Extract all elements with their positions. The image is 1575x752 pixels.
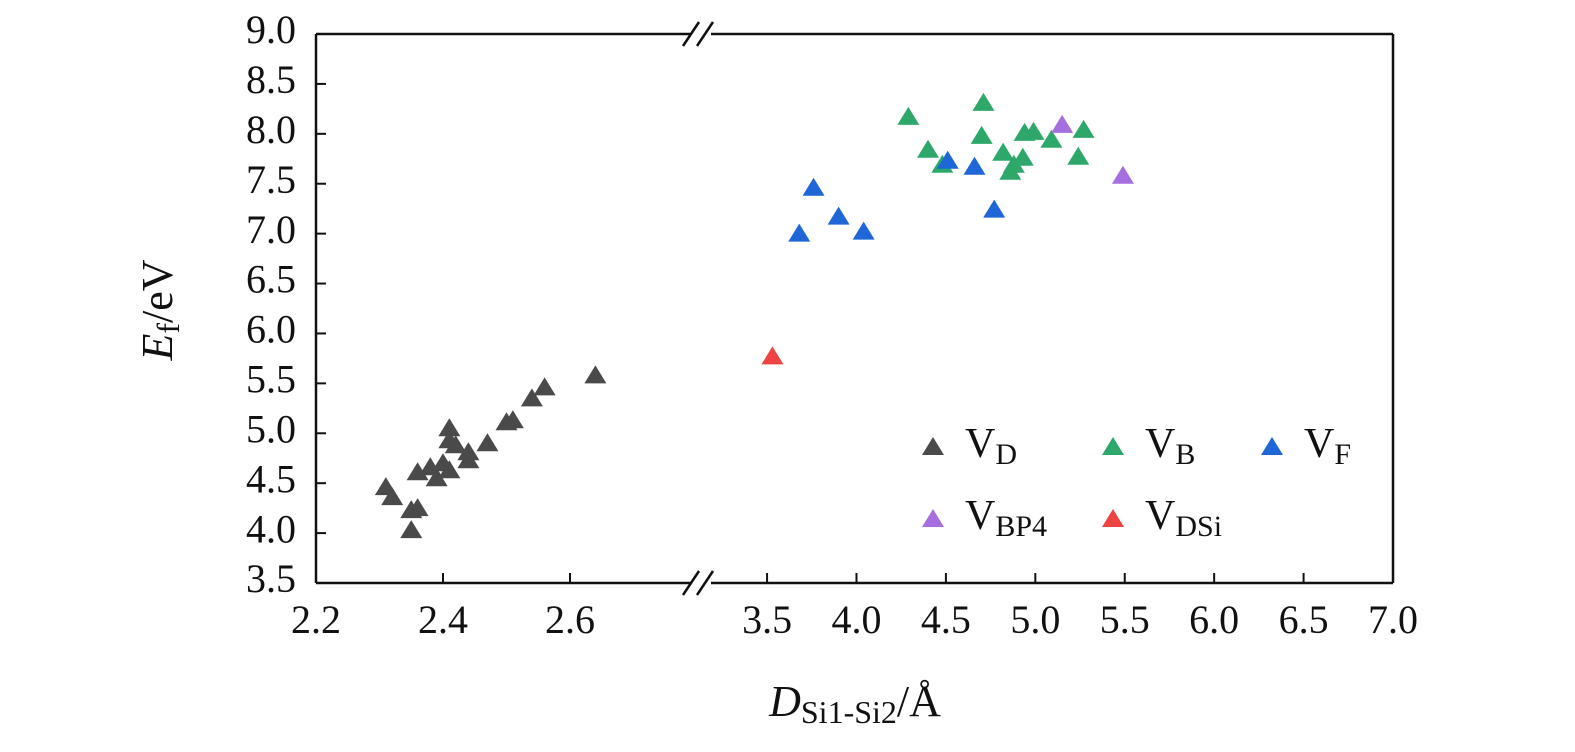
legend-name: V bbox=[965, 421, 995, 467]
y-tick-label: 7.5 bbox=[246, 157, 296, 202]
legend-marker bbox=[1261, 437, 1283, 455]
legend-subscript: DSi bbox=[1175, 510, 1222, 543]
data-point bbox=[438, 418, 461, 437]
legend-subscript: F bbox=[1334, 438, 1351, 471]
data-point bbox=[1051, 114, 1074, 133]
data-point bbox=[381, 487, 404, 506]
data-point bbox=[1111, 165, 1134, 184]
data-point bbox=[761, 346, 784, 365]
legend-marker bbox=[922, 437, 944, 455]
x-label-unit: /Å bbox=[897, 677, 941, 726]
y-tick-label: 4.5 bbox=[246, 456, 296, 501]
data-point bbox=[406, 498, 429, 517]
data-point bbox=[1072, 119, 1095, 138]
legend-name: V bbox=[1304, 421, 1334, 467]
data-point bbox=[788, 223, 811, 242]
data-point bbox=[972, 92, 995, 111]
y-tick-label: 3.5 bbox=[246, 556, 296, 601]
data-point bbox=[584, 365, 607, 384]
legend-subscript: BP4 bbox=[995, 510, 1047, 543]
legend-label: VBP4 bbox=[965, 493, 1047, 543]
y-tick-label: 8.5 bbox=[246, 57, 296, 102]
x-tick-label: 4.5 bbox=[921, 597, 971, 642]
legend-subscript: B bbox=[1175, 438, 1195, 471]
data-point bbox=[1022, 121, 1045, 140]
legend-name: V bbox=[965, 493, 995, 539]
x-tick-label: 7.0 bbox=[1368, 597, 1418, 642]
axes-frame bbox=[314, 21, 1395, 596]
x-axis-label: DSi1-Si2/Å bbox=[768, 677, 941, 730]
x-tick-label: 5.5 bbox=[1100, 597, 1150, 642]
data-point bbox=[992, 142, 1015, 161]
x-tick-label: 3.5 bbox=[742, 597, 792, 642]
y-tick-label: 5.5 bbox=[246, 357, 296, 402]
data-point bbox=[897, 106, 920, 125]
legend-name: V bbox=[1145, 421, 1175, 467]
data-point bbox=[425, 468, 448, 487]
data-point bbox=[983, 199, 1006, 218]
data-point bbox=[1011, 147, 1034, 166]
data-point bbox=[917, 139, 940, 158]
data-point bbox=[438, 460, 461, 479]
data-point bbox=[457, 450, 480, 469]
data-point bbox=[1040, 129, 1063, 148]
legend-label: VD bbox=[965, 421, 1017, 471]
data-point bbox=[444, 435, 467, 454]
legend-label: VF bbox=[1304, 421, 1351, 471]
legend-name: V bbox=[1145, 493, 1175, 539]
legend-marker bbox=[1102, 437, 1124, 455]
data-point bbox=[827, 206, 850, 225]
data-point bbox=[476, 433, 499, 452]
legend-subscript: D bbox=[995, 438, 1017, 471]
y-tick-label: 6.5 bbox=[246, 257, 296, 302]
data-point bbox=[852, 221, 875, 240]
axis-break bbox=[681, 21, 715, 47]
data-point bbox=[970, 125, 993, 144]
x-tick-label: 2.2 bbox=[291, 597, 341, 642]
data-point bbox=[963, 156, 986, 175]
y-tick-label: 8.0 bbox=[246, 107, 296, 152]
legend-label: VDSi bbox=[1145, 493, 1222, 543]
y-tick-label: 5.0 bbox=[246, 406, 296, 451]
data-point bbox=[936, 150, 959, 169]
y-label-main: E bbox=[133, 334, 182, 362]
data-point bbox=[520, 388, 543, 407]
axis-break bbox=[681, 570, 715, 596]
data-point bbox=[501, 410, 524, 429]
y-tick-label: 6.0 bbox=[246, 307, 296, 352]
x-tick-label: 4.0 bbox=[831, 597, 881, 642]
y-tick-label: 9.0 bbox=[246, 7, 296, 52]
data-point bbox=[406, 462, 429, 481]
legend-marker bbox=[1102, 509, 1124, 527]
legend-label: VB bbox=[1145, 421, 1195, 471]
data-point bbox=[533, 377, 556, 396]
y-label-unit: /eV bbox=[133, 259, 182, 323]
y-label-sub: f bbox=[150, 323, 186, 334]
x-tick-label: 6.0 bbox=[1189, 597, 1239, 642]
legend-marker bbox=[922, 509, 944, 527]
data-point bbox=[1067, 146, 1090, 165]
x-tick-label: 5.0 bbox=[1010, 597, 1060, 642]
data-point bbox=[802, 177, 825, 196]
y-tick-label: 7.0 bbox=[246, 207, 296, 252]
x-tick-label: 2.6 bbox=[545, 597, 595, 642]
x-tick-label: 2.4 bbox=[418, 597, 468, 642]
y-tick-label: 4.0 bbox=[246, 506, 296, 551]
x-label-main: D bbox=[768, 677, 801, 726]
y-axis-label: Ef/eV bbox=[133, 259, 186, 361]
x-tick-label: 6.5 bbox=[1279, 597, 1329, 642]
x-label-sub: Si1-Si2 bbox=[801, 694, 897, 730]
data-point bbox=[400, 520, 423, 539]
